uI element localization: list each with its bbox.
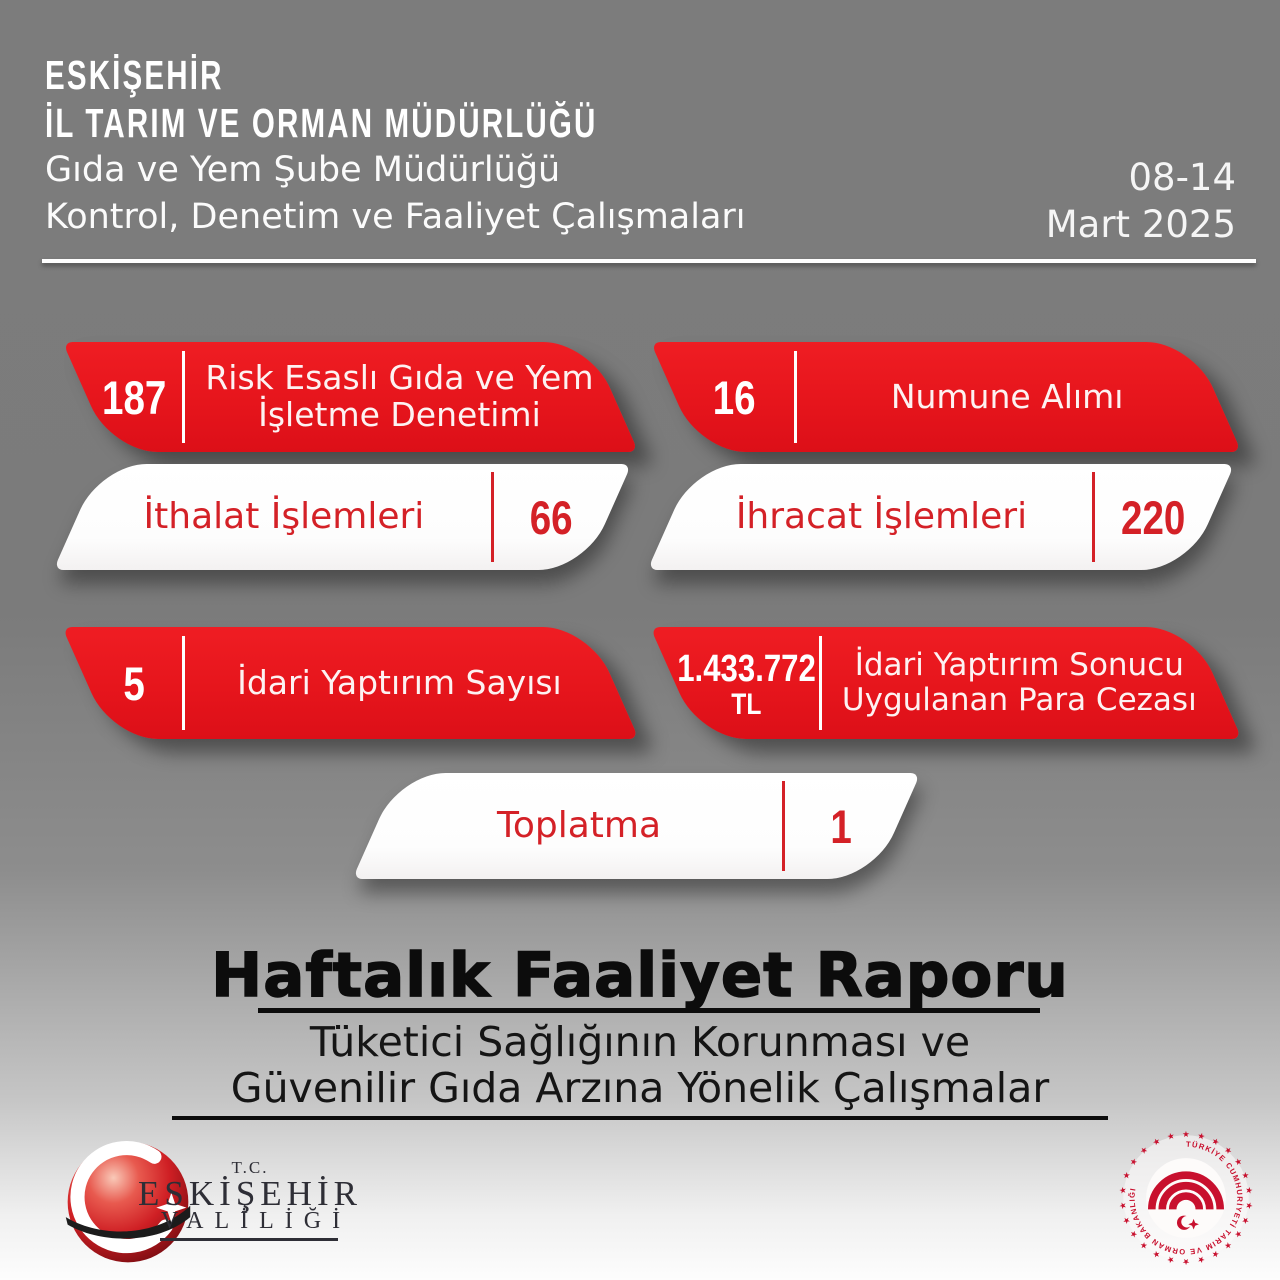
stat-banner-toplatma: Toplatma 1 <box>352 773 921 879</box>
stat-label-risk-denetim: Risk Esaslı Gıda ve Yem İşletme Denetimi <box>205 358 594 434</box>
stat-label-toplatma: Toplatma <box>496 804 662 846</box>
stat-banner-ihracat: İhracat İşlemleri 220 <box>647 464 1235 570</box>
stat-banner-risk-denetim: 187 Risk Esaslı Gıda ve Yem İşletme Denet… <box>62 342 639 452</box>
svg-text:★: ★ <box>1209 1247 1221 1260</box>
svg-text:★: ★ <box>1121 1215 1133 1226</box>
stat-value-risk-denetim: 187 <box>102 370 167 424</box>
subtitle-underline <box>172 1116 1108 1120</box>
eskisehir-valiligi-logo-icon <box>62 1136 194 1268</box>
report-date-month: Mart 2025 <box>1045 203 1236 246</box>
stat-label-ithalat: İthalat İşlemleri <box>143 495 425 537</box>
svg-text:★: ★ <box>1151 1136 1163 1149</box>
svg-text:★: ★ <box>1118 1186 1129 1195</box>
stat-banner-idari-yaptirim: 5 İdari Yaptırım Sayısı <box>62 627 639 739</box>
svg-text:★: ★ <box>1239 1170 1251 1181</box>
stat-banner-para-cezasi: 1.433.772 TL İdari Yaptırım Sonucu Uygulan… <box>650 627 1242 739</box>
svg-text:★: ★ <box>1151 1247 1163 1260</box>
svg-text:★: ★ <box>1239 1215 1251 1226</box>
valilik-sub-label: VALİLİĞİ <box>160 1208 352 1234</box>
stat-value-ihracat: 220 <box>1120 490 1186 544</box>
stat-label-para-cezasi: İdari Yaptırım Sonucu Uygulanan Para Ceza… <box>841 647 1197 718</box>
svg-text:★: ★ <box>1196 1131 1206 1143</box>
svg-text:★: ★ <box>1182 1256 1190 1266</box>
stat-label-idari-yaptirim: İdari Yaptırım Sayısı <box>237 662 562 702</box>
org-name-line1: ESKİŞEHİR <box>45 52 224 98</box>
stat-label-numune: Numune Alımı <box>890 376 1124 416</box>
svg-text:★: ★ <box>1182 1130 1190 1140</box>
valilik-name: ESKİŞEHİR <box>138 1174 362 1213</box>
svg-text:★: ★ <box>1196 1253 1206 1265</box>
dept-line2: Kontrol, Denetim ve Faaliyet Çalışmaları <box>45 197 746 237</box>
dept-line1: Gıda ve Yem Şube Müdürlüğü <box>45 150 561 190</box>
stat-value-numune: 16 <box>713 370 757 424</box>
report-date-range: 08-14 <box>1128 156 1236 199</box>
tarim-orman-bakanligi-seal-icon: ★ ★ ★ ★ ★ ★ ★ ★ ★ ★ ★ ★ ★ ★ ★ ★ ★ ★ ★ ★ ★ ★ ★ ★ ★ ★ TÜRKİYE CUMHU… <box>1110 1122 1262 1274</box>
report-subtitle-line1: Tüketici Sağlığının Korunması ve <box>309 1018 971 1066</box>
title-underline <box>258 1008 1040 1013</box>
stat-value-toplatma: 1 <box>830 799 852 853</box>
report-subtitle-line2: Güvenilir Gıda Arzına Yönelik Çalışmalar <box>230 1064 1050 1112</box>
report-title: Haftalık Faaliyet Raporu <box>210 939 1069 1012</box>
stat-label-ihracat: İhracat İşlemleri <box>735 495 1028 537</box>
valilik-tc-label: T.C. <box>231 1158 269 1177</box>
stat-banner-ithalat: İthalat İşlemleri 66 <box>53 464 632 570</box>
svg-text:★: ★ <box>1166 1131 1176 1143</box>
svg-text:★: ★ <box>1166 1253 1176 1265</box>
svg-text:★: ★ <box>1243 1186 1254 1195</box>
svg-text:★: ★ <box>1209 1136 1221 1149</box>
header-divider <box>42 259 1256 263</box>
stat-value-idari-yaptirim: 5 <box>123 656 146 710</box>
stat-value-ithalat: 66 <box>529 490 573 544</box>
valilik-underline <box>160 1238 338 1241</box>
svg-text:★: ★ <box>1118 1201 1129 1210</box>
svg-text:★: ★ <box>1121 1170 1133 1181</box>
stat-banner-numune: 16 Numune Alımı <box>650 342 1242 452</box>
org-name-line2: İL TARIM VE ORMAN MÜDÜRLÜĞÜ <box>45 100 598 146</box>
svg-text:★: ★ <box>1243 1201 1254 1210</box>
stat-value-para-cezasi: 1.433.772 TL <box>677 648 817 721</box>
